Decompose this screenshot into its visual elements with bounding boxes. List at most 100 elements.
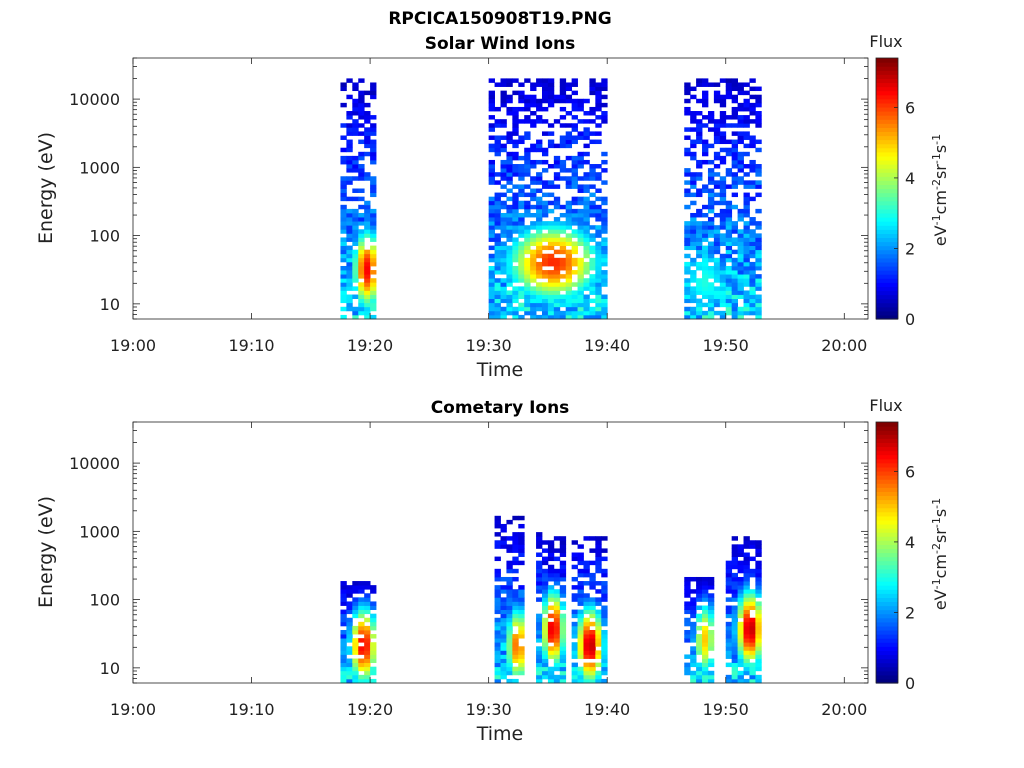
heatmap-cell xyxy=(749,306,756,312)
heatmap-cell xyxy=(719,188,727,193)
heatmap-cell xyxy=(601,261,608,267)
heatmap-cell xyxy=(340,225,347,230)
heatmap-cell xyxy=(506,519,513,525)
heatmap-cell xyxy=(565,98,573,104)
heatmap-cell xyxy=(725,310,733,316)
heatmap-cell xyxy=(690,646,697,651)
heatmap-cell xyxy=(358,168,365,173)
heatmap-cell xyxy=(518,225,525,230)
heatmap-cell xyxy=(684,286,691,291)
heatmap-cell xyxy=(707,233,715,238)
colorbar-swatch xyxy=(876,106,898,112)
heatmap-cell xyxy=(500,674,507,680)
heatmap-cell xyxy=(541,638,549,643)
heatmap-cell xyxy=(506,306,513,312)
heatmap-cell xyxy=(595,544,602,549)
heatmap-cell xyxy=(589,646,596,651)
heatmap-cell xyxy=(553,119,561,124)
panel-title: Cometary Ions xyxy=(431,398,570,418)
heatmap-cell xyxy=(702,229,709,234)
heatmap-cell xyxy=(494,576,501,582)
heatmap-cell xyxy=(340,184,347,189)
heatmap-cell xyxy=(494,601,501,606)
heatmap-cell xyxy=(506,155,513,161)
heatmap-cell xyxy=(755,98,762,104)
heatmap-cell xyxy=(518,302,525,308)
heatmap-cell xyxy=(749,159,756,165)
heatmap-cell xyxy=(358,155,365,161)
heatmap-cell xyxy=(358,123,365,128)
heatmap-cell xyxy=(536,82,543,87)
heatmap-cell xyxy=(358,581,365,586)
heatmap-cell xyxy=(370,249,377,255)
heatmap-cell xyxy=(684,168,691,173)
heatmap-cell xyxy=(370,670,377,676)
heatmap-cell xyxy=(370,642,377,647)
heatmap-cell xyxy=(713,164,721,169)
heatmap-cell xyxy=(340,176,347,181)
heatmap-cell xyxy=(358,298,365,304)
heatmap-cell xyxy=(494,217,501,222)
heatmap-cell xyxy=(702,585,709,590)
heatmap-cell xyxy=(743,208,750,214)
heatmap-cell xyxy=(690,261,697,267)
heatmap-cell xyxy=(364,597,371,602)
heatmap-cell xyxy=(737,123,744,128)
colorbar-swatch xyxy=(876,523,898,529)
heatmap-cell xyxy=(506,613,513,619)
heatmap-cell xyxy=(530,257,537,263)
colorbar-swatch xyxy=(876,102,898,108)
heatmap-cell xyxy=(684,111,691,116)
heatmap-cell xyxy=(512,670,519,676)
heatmap-cell xyxy=(571,127,578,132)
heatmap-cell xyxy=(707,127,715,132)
heatmap-cell xyxy=(494,572,501,578)
heatmap-cell xyxy=(506,245,513,251)
heatmap-cell xyxy=(553,164,561,169)
heatmap-cell xyxy=(601,634,608,639)
heatmap-cell xyxy=(506,229,513,234)
heatmap-cell xyxy=(518,257,525,263)
heatmap-cell xyxy=(571,302,578,308)
heatmap-cell xyxy=(743,241,750,246)
heatmap-cell xyxy=(713,212,721,218)
colorbar-swatch xyxy=(876,164,898,169)
axis-ticks: 19:00 19:10 19:20 19:30 19:40 19:50 20:0010100… xyxy=(69,57,868,355)
x-tick-label: 19:00 xyxy=(110,700,156,719)
heatmap-cell xyxy=(755,666,762,672)
heatmap-cell xyxy=(530,119,537,124)
heatmap-cell xyxy=(601,94,608,100)
x-tick-label: 19:50 xyxy=(703,700,749,719)
heatmap-cell xyxy=(340,245,347,251)
heatmap-cell xyxy=(731,123,738,128)
colorbar-swatch xyxy=(876,111,898,116)
heatmap-cell xyxy=(589,536,596,541)
colorbar-swatch xyxy=(876,470,898,476)
heatmap-cell xyxy=(530,310,537,316)
heatmap-cell xyxy=(755,294,762,300)
heatmap-cell xyxy=(755,94,762,100)
heatmap-cell xyxy=(743,221,750,226)
heatmap-cell xyxy=(601,638,608,643)
heatmap-cell xyxy=(512,274,519,279)
heatmap-cell xyxy=(536,237,543,242)
heatmap-cell xyxy=(500,646,507,651)
heatmap-cell xyxy=(512,123,519,128)
heatmap-cell xyxy=(743,302,750,308)
heatmap-cell xyxy=(500,229,507,234)
heatmap-cell xyxy=(737,306,744,312)
heatmap-cell xyxy=(743,560,750,566)
heatmap-cell xyxy=(346,650,353,655)
heatmap-cell xyxy=(737,621,744,627)
heatmap-cell xyxy=(346,670,353,676)
heatmap-cell xyxy=(547,290,555,295)
heatmap-cell xyxy=(494,629,501,635)
heatmap-cell xyxy=(737,274,744,279)
heatmap-cell xyxy=(577,674,584,680)
heatmap-cell xyxy=(725,82,733,87)
heatmap-cell xyxy=(352,605,359,610)
heatmap-cell xyxy=(684,662,691,668)
heatmap-cell xyxy=(512,654,519,659)
heatmap-cell xyxy=(346,127,353,132)
heatmap-cell xyxy=(518,650,525,655)
